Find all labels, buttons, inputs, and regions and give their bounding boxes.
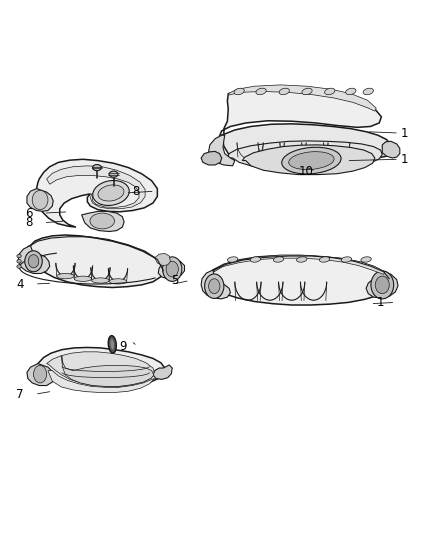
Polygon shape xyxy=(219,87,381,146)
Polygon shape xyxy=(208,135,234,166)
Ellipse shape xyxy=(374,276,389,294)
Polygon shape xyxy=(228,85,375,111)
Text: 1: 1 xyxy=(376,296,384,309)
Text: 9: 9 xyxy=(119,340,126,353)
Polygon shape xyxy=(46,166,145,209)
Ellipse shape xyxy=(318,257,329,262)
Ellipse shape xyxy=(109,279,127,284)
Ellipse shape xyxy=(227,257,237,262)
Ellipse shape xyxy=(92,165,101,171)
Text: 8: 8 xyxy=(25,216,32,229)
Polygon shape xyxy=(227,141,381,168)
Polygon shape xyxy=(18,246,49,273)
Text: 10: 10 xyxy=(297,165,312,177)
Ellipse shape xyxy=(208,279,219,294)
Polygon shape xyxy=(154,253,170,265)
Text: 5: 5 xyxy=(171,274,178,287)
Ellipse shape xyxy=(233,88,244,95)
Ellipse shape xyxy=(345,88,355,95)
Ellipse shape xyxy=(74,276,92,281)
Ellipse shape xyxy=(255,88,265,95)
Polygon shape xyxy=(61,356,153,386)
Ellipse shape xyxy=(340,257,351,262)
Ellipse shape xyxy=(360,257,371,262)
Polygon shape xyxy=(242,145,374,175)
Polygon shape xyxy=(27,235,163,287)
Ellipse shape xyxy=(108,336,116,353)
Polygon shape xyxy=(158,260,184,279)
Ellipse shape xyxy=(25,251,42,272)
Polygon shape xyxy=(36,159,157,227)
Ellipse shape xyxy=(324,88,334,95)
Text: 4: 4 xyxy=(16,278,24,290)
Polygon shape xyxy=(209,255,389,305)
Ellipse shape xyxy=(109,171,118,177)
Polygon shape xyxy=(201,151,221,165)
Ellipse shape xyxy=(370,271,393,299)
Text: 7: 7 xyxy=(16,388,24,401)
Ellipse shape xyxy=(273,257,283,262)
Polygon shape xyxy=(46,352,154,386)
Ellipse shape xyxy=(362,88,373,95)
Ellipse shape xyxy=(90,213,114,229)
Polygon shape xyxy=(381,141,399,158)
Ellipse shape xyxy=(33,366,46,383)
Ellipse shape xyxy=(98,185,124,201)
Polygon shape xyxy=(221,124,390,161)
Ellipse shape xyxy=(250,257,260,262)
Ellipse shape xyxy=(110,339,114,350)
Ellipse shape xyxy=(166,261,178,277)
Ellipse shape xyxy=(17,265,21,268)
Polygon shape xyxy=(365,272,397,298)
Ellipse shape xyxy=(28,255,39,268)
Ellipse shape xyxy=(57,273,74,279)
Polygon shape xyxy=(27,364,54,385)
Ellipse shape xyxy=(32,190,48,209)
Polygon shape xyxy=(27,189,53,212)
Polygon shape xyxy=(81,212,124,231)
Ellipse shape xyxy=(92,278,109,283)
Ellipse shape xyxy=(17,260,21,263)
Ellipse shape xyxy=(279,88,289,95)
Polygon shape xyxy=(201,270,230,299)
Ellipse shape xyxy=(296,257,306,262)
Ellipse shape xyxy=(281,147,340,174)
Polygon shape xyxy=(214,255,384,274)
Text: 1: 1 xyxy=(400,126,408,140)
Text: 1: 1 xyxy=(400,153,408,166)
Text: 6: 6 xyxy=(25,207,32,220)
Ellipse shape xyxy=(162,257,181,281)
Ellipse shape xyxy=(288,152,333,169)
Polygon shape xyxy=(152,365,172,379)
Text: 8: 8 xyxy=(132,185,139,198)
Ellipse shape xyxy=(204,274,223,298)
Ellipse shape xyxy=(17,254,21,258)
Polygon shape xyxy=(48,370,154,392)
Ellipse shape xyxy=(301,88,311,95)
Ellipse shape xyxy=(92,181,129,205)
Polygon shape xyxy=(38,348,164,388)
